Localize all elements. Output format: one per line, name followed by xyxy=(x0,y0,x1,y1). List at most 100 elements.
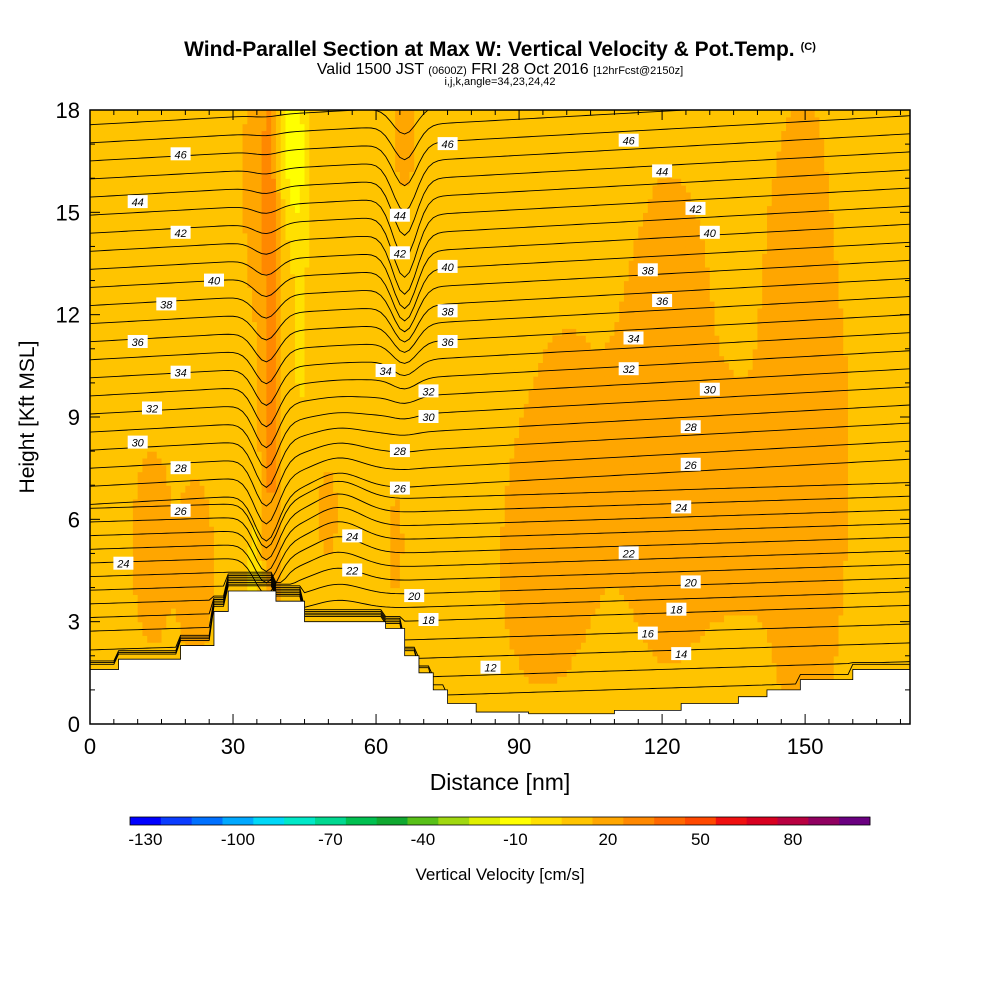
shading-cell xyxy=(218,512,225,520)
shading-cell xyxy=(218,191,225,200)
shading-cell xyxy=(113,594,120,602)
shading-cell xyxy=(118,287,124,295)
shading-cell xyxy=(256,266,263,275)
shading-cell xyxy=(180,389,186,398)
shading-cell xyxy=(147,260,153,268)
shading-cell xyxy=(271,260,277,268)
shading-cell xyxy=(275,253,282,261)
shading-cell xyxy=(166,185,172,193)
shading-cell xyxy=(104,560,110,568)
shading-cell xyxy=(161,341,167,350)
shading-cell xyxy=(275,178,282,186)
shading-cell xyxy=(247,505,253,514)
shading-cell xyxy=(132,301,139,309)
shading-cell xyxy=(118,437,124,445)
shading-cell xyxy=(123,232,129,241)
shading-cell xyxy=(256,178,263,186)
shading-cell xyxy=(185,580,191,589)
shading-cell xyxy=(190,294,196,302)
shading-cell xyxy=(194,273,201,282)
shading-cell xyxy=(271,110,277,118)
shading-cell xyxy=(290,314,296,323)
shading-cell xyxy=(90,444,96,452)
shading-cell xyxy=(233,457,239,466)
shading-cell xyxy=(213,526,220,534)
shading-cell xyxy=(228,423,234,432)
shading-cell xyxy=(99,253,105,261)
shading-cell xyxy=(204,110,210,118)
shading-cell xyxy=(104,144,110,152)
shading-cell xyxy=(118,382,124,391)
shading-cell xyxy=(275,382,282,391)
shading-cell xyxy=(109,614,115,623)
shading-cell xyxy=(166,212,172,220)
shading-cell xyxy=(318,430,325,439)
shading-cell xyxy=(304,178,310,186)
shading-cell xyxy=(266,137,272,145)
shading-cell xyxy=(223,232,229,241)
shading-cell xyxy=(123,628,129,636)
shading-cell xyxy=(156,219,163,227)
shading-cell xyxy=(285,369,291,377)
shading-cell xyxy=(256,369,263,377)
shading-cell xyxy=(204,157,210,166)
shading-cell xyxy=(113,321,120,329)
shading-cell xyxy=(237,341,244,350)
shading-cell xyxy=(161,444,167,452)
shading-cell xyxy=(237,205,244,213)
shading-cell xyxy=(175,266,182,275)
shading-cell xyxy=(266,178,272,186)
shading-cell xyxy=(266,164,272,172)
shading-cell xyxy=(261,123,267,132)
shading-cell xyxy=(242,505,248,514)
shading-cell xyxy=(304,225,310,234)
shading-cell xyxy=(299,587,306,595)
shading-cell xyxy=(199,341,206,350)
shading-cell xyxy=(147,567,153,575)
shading-cell xyxy=(190,403,196,411)
shading-cell xyxy=(142,471,148,479)
shading-cell xyxy=(137,396,144,404)
shading-cell xyxy=(261,266,267,275)
shading-cell xyxy=(223,382,229,391)
shading-cell xyxy=(94,601,101,609)
shading-cell xyxy=(314,157,320,166)
shading-cell xyxy=(218,560,225,568)
shading-cell xyxy=(151,560,158,568)
shading-cell xyxy=(156,389,163,398)
shading-cell xyxy=(228,437,234,445)
shading-cell xyxy=(209,492,215,500)
shading-cell xyxy=(328,437,334,445)
shading-cell xyxy=(123,376,129,384)
shading-cell xyxy=(323,594,329,602)
shading-cell xyxy=(256,246,263,254)
shading-cell xyxy=(271,389,277,398)
shading-cell xyxy=(142,123,148,132)
shading-cell xyxy=(295,205,301,213)
shading-cell xyxy=(109,335,115,343)
shading-cell xyxy=(304,273,310,282)
shading-cell xyxy=(323,444,329,452)
shading-cell xyxy=(180,157,186,166)
shading-cell xyxy=(175,260,182,268)
shading-cell xyxy=(156,628,163,636)
shading-cell xyxy=(94,232,101,241)
shading-cell xyxy=(109,294,115,302)
shading-cell xyxy=(161,362,167,370)
shading-cell xyxy=(104,614,110,623)
shading-cell xyxy=(328,512,334,520)
shading-cell xyxy=(128,314,134,323)
shading-cell xyxy=(242,321,248,329)
shading-cell xyxy=(128,457,134,466)
shading-cell xyxy=(180,382,186,391)
shading-cell xyxy=(118,246,124,254)
shading-cell xyxy=(156,321,163,329)
shading-cell xyxy=(190,471,196,479)
shading-cell xyxy=(228,478,234,486)
shading-cell xyxy=(199,614,206,623)
shading-cell xyxy=(118,417,124,425)
shading-cell xyxy=(280,110,287,118)
shading-cell xyxy=(142,260,148,268)
shading-cell xyxy=(304,110,310,118)
shading-cell xyxy=(333,253,339,261)
